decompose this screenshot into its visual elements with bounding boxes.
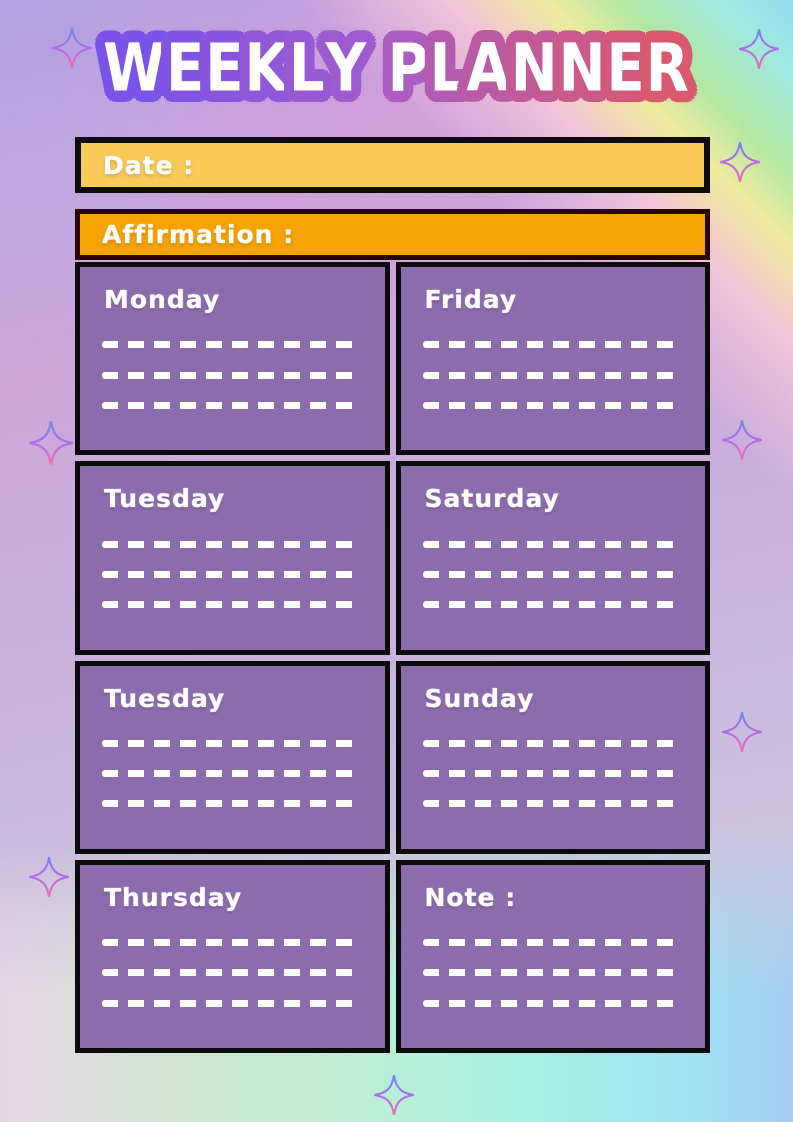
day-box-monday: Monday (75, 262, 390, 456)
sparkle-icon (373, 1074, 415, 1116)
day-label: Tuesday (104, 484, 226, 514)
day-box-sunday: Sunday (395, 660, 710, 854)
write-lines (422, 513, 686, 631)
write-line (102, 570, 354, 578)
day-label: Saturday (424, 484, 560, 514)
write-lines (422, 912, 686, 1030)
day-label: Friday (424, 285, 518, 314)
sparkle-icon (719, 141, 761, 183)
sparkle-icon (721, 711, 763, 753)
write-line (422, 939, 675, 947)
write-line (422, 601, 675, 609)
write-line (422, 371, 675, 379)
day-label: Thursday (104, 882, 243, 912)
note-box: Note : (395, 859, 710, 1053)
write-line (102, 739, 354, 747)
write-line (102, 401, 354, 409)
write-lines (102, 912, 365, 1030)
write-line (422, 540, 675, 548)
write-line (422, 770, 675, 778)
write-line (422, 341, 675, 349)
write-lines (102, 314, 365, 432)
write-line (102, 540, 354, 548)
day-box-saturday: Saturday (395, 461, 710, 655)
day-box-thursday: Thursday (75, 859, 390, 1053)
sparkle-icon (28, 856, 70, 898)
write-line (102, 999, 354, 1007)
day-label: Monday (104, 285, 221, 314)
date-bar: Date : (75, 137, 710, 193)
write-line (102, 969, 354, 977)
write-lines (422, 713, 686, 831)
week-grid: Monday Friday Tuesday Satu (75, 262, 710, 1053)
write-line (422, 401, 675, 409)
write-line (102, 800, 354, 808)
write-line (422, 999, 675, 1007)
write-line (102, 770, 354, 778)
write-lines (102, 513, 365, 631)
write-line (102, 341, 354, 349)
write-line (102, 371, 354, 379)
write-line (422, 570, 675, 578)
day-label: Sunday (424, 683, 535, 713)
write-lines (102, 713, 365, 831)
day-box-tuesday-2: Tuesday (75, 660, 390, 854)
date-label: Date : (103, 150, 195, 180)
affirmation-bar: Affirmation : (75, 209, 710, 260)
day-label: Tuesday (104, 683, 226, 713)
write-line (102, 601, 354, 609)
day-box-friday: Friday (395, 262, 710, 456)
affirmation-label: Affirmation : (102, 220, 295, 249)
sparkle-icon (721, 419, 763, 461)
write-line (422, 800, 675, 808)
page-title: WEEKLY PLANNER (103, 30, 690, 107)
day-box-tuesday: Tuesday (75, 461, 390, 655)
write-line (102, 939, 354, 947)
write-line (422, 969, 675, 977)
write-line (422, 739, 675, 747)
note-label: Note : (424, 882, 517, 912)
sparkle-icon (28, 420, 74, 466)
write-lines (422, 314, 686, 432)
